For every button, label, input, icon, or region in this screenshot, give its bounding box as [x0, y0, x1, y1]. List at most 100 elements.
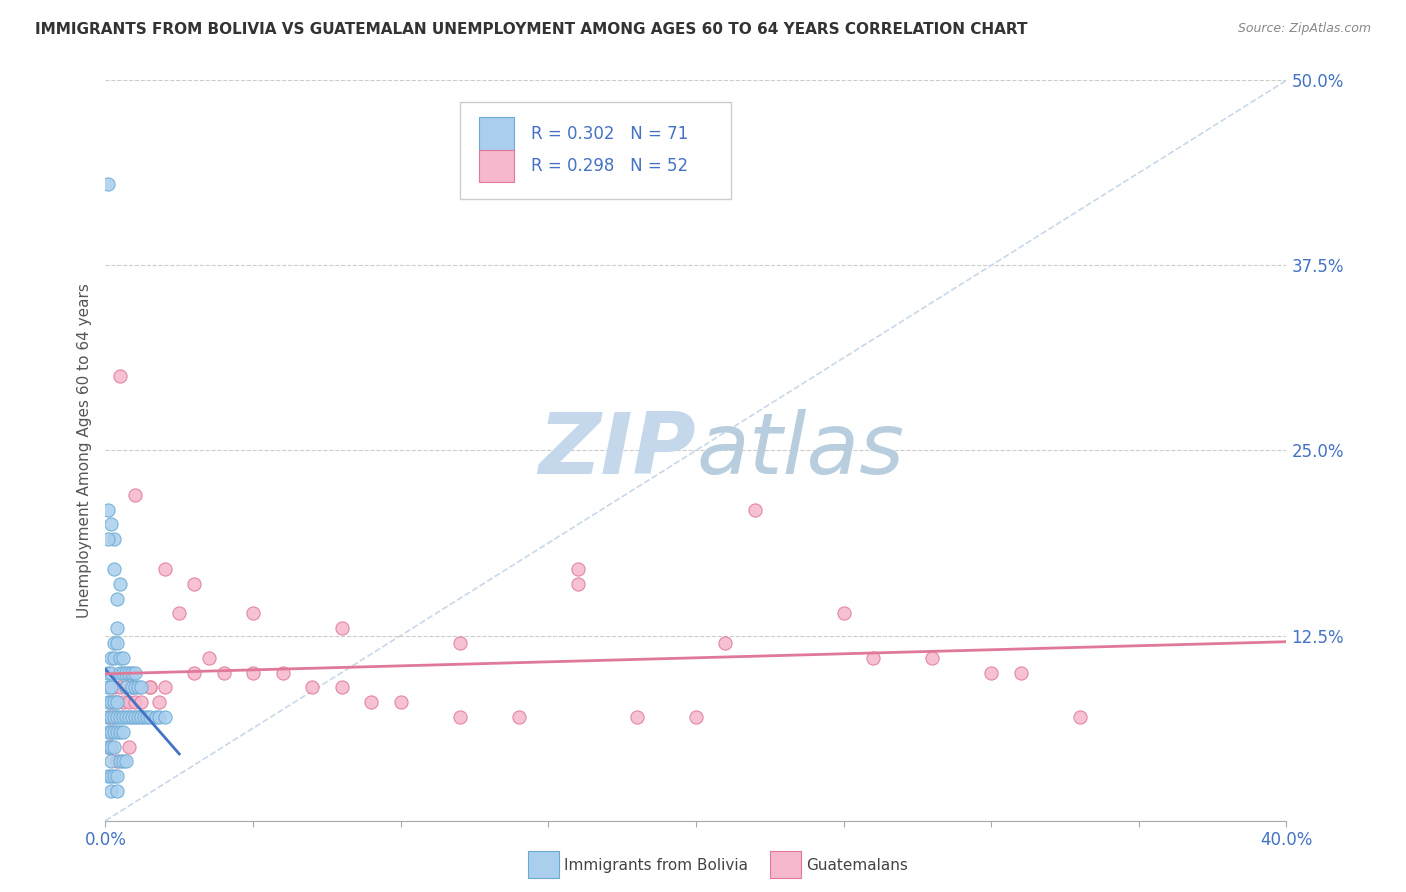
Point — [103, 695, 125, 709]
Point — [100, 665, 122, 680]
Point — [103, 636, 125, 650]
Point — [100, 784, 122, 798]
Text: Immigrants from Bolivia: Immigrants from Bolivia — [564, 857, 748, 872]
Point — [744, 502, 766, 516]
Point — [685, 710, 707, 724]
Text: ZIP: ZIP — [538, 409, 696, 492]
Point — [110, 681, 132, 695]
Point — [100, 695, 122, 709]
Point — [360, 695, 382, 709]
Point — [100, 710, 122, 724]
Point — [103, 562, 125, 576]
Point — [105, 621, 128, 635]
Point — [115, 681, 138, 695]
Point — [100, 695, 122, 709]
Text: R = 0.302   N = 71: R = 0.302 N = 71 — [530, 125, 688, 143]
Point — [449, 710, 471, 724]
Point — [97, 665, 120, 680]
Point — [135, 710, 157, 724]
Point — [1010, 665, 1032, 680]
Point — [103, 650, 125, 665]
Point — [112, 724, 135, 739]
Point — [138, 681, 162, 695]
Point — [129, 710, 152, 724]
Point — [1069, 710, 1091, 724]
Point — [567, 562, 589, 576]
Point — [112, 710, 135, 724]
Point — [127, 681, 149, 695]
Point — [921, 650, 943, 665]
Point — [980, 665, 1002, 680]
Text: atlas: atlas — [696, 409, 904, 492]
Point — [183, 576, 205, 591]
Point — [105, 695, 128, 709]
Point — [138, 710, 162, 724]
Point — [97, 769, 120, 783]
Point — [832, 607, 855, 621]
Point — [100, 517, 122, 532]
Point — [112, 650, 135, 665]
Point — [330, 681, 353, 695]
Point — [112, 695, 135, 709]
Point — [97, 724, 120, 739]
FancyBboxPatch shape — [770, 851, 801, 878]
Point — [110, 650, 132, 665]
Point — [197, 650, 219, 665]
Point — [626, 710, 648, 724]
Point — [138, 681, 162, 695]
Point — [124, 665, 146, 680]
Point — [103, 681, 125, 695]
Point — [449, 636, 471, 650]
Point — [105, 591, 128, 606]
Point — [100, 724, 122, 739]
Point — [97, 681, 120, 695]
Text: Source: ZipAtlas.com: Source: ZipAtlas.com — [1237, 22, 1371, 36]
Point — [118, 695, 141, 709]
Point — [115, 681, 138, 695]
Point — [118, 665, 141, 680]
Point — [103, 533, 125, 547]
Point — [110, 755, 132, 769]
Point — [124, 695, 146, 709]
Point — [103, 710, 125, 724]
Point — [121, 665, 143, 680]
Point — [105, 755, 128, 769]
Point — [100, 739, 122, 754]
Point — [271, 665, 294, 680]
Point — [714, 636, 737, 650]
Point — [100, 724, 122, 739]
FancyBboxPatch shape — [529, 851, 560, 878]
Point — [124, 710, 146, 724]
FancyBboxPatch shape — [478, 150, 515, 183]
Point — [112, 755, 135, 769]
FancyBboxPatch shape — [478, 117, 515, 150]
Text: R = 0.298   N = 52: R = 0.298 N = 52 — [530, 157, 688, 175]
Point — [110, 576, 132, 591]
Point — [112, 665, 135, 680]
Point — [121, 710, 143, 724]
Point — [100, 739, 122, 754]
Point — [148, 710, 170, 724]
Point — [110, 710, 132, 724]
Point — [242, 607, 264, 621]
Point — [103, 739, 125, 754]
Point — [301, 681, 323, 695]
Point — [97, 739, 120, 754]
Point — [97, 710, 120, 724]
Point — [105, 695, 128, 709]
Point — [153, 562, 176, 576]
FancyBboxPatch shape — [460, 103, 731, 199]
Point — [100, 755, 122, 769]
Point — [330, 621, 353, 635]
Point — [115, 665, 138, 680]
Point — [100, 681, 122, 695]
Text: Guatemalans: Guatemalans — [806, 857, 908, 872]
Point — [103, 769, 125, 783]
Point — [183, 665, 205, 680]
Point — [115, 710, 138, 724]
Text: IMMIGRANTS FROM BOLIVIA VS GUATEMALAN UNEMPLOYMENT AMONG AGES 60 TO 64 YEARS COR: IMMIGRANTS FROM BOLIVIA VS GUATEMALAN UN… — [35, 22, 1028, 37]
Point — [121, 681, 143, 695]
Point — [115, 755, 138, 769]
Point — [148, 695, 170, 709]
Point — [124, 681, 146, 695]
